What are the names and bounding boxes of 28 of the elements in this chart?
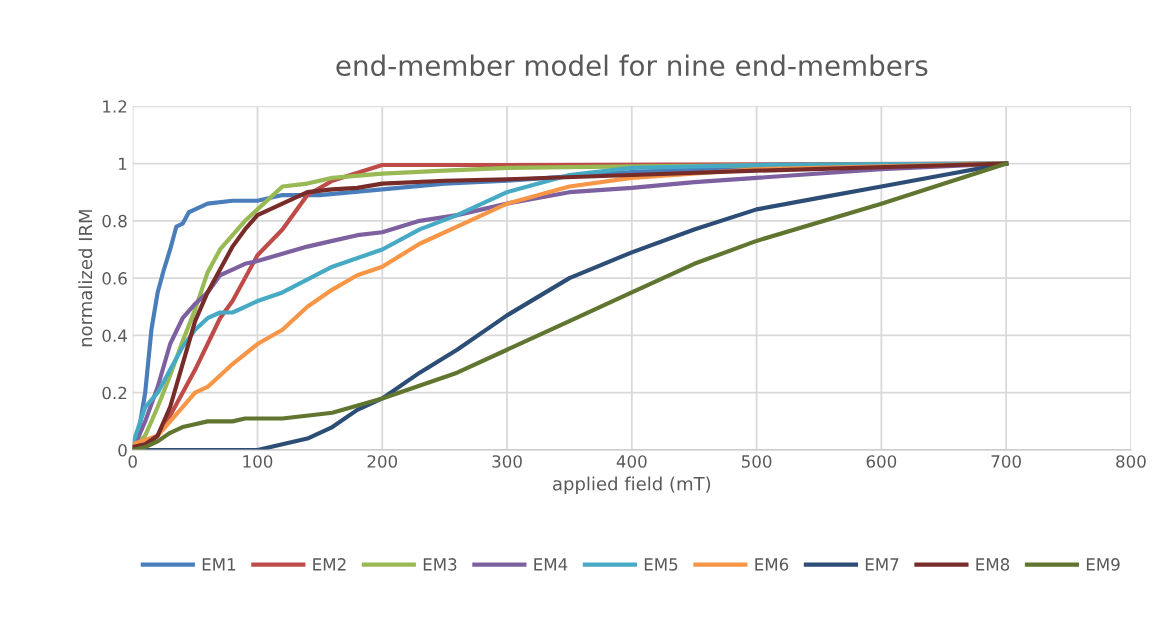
legend-label: EM2 <box>313 558 346 571</box>
y-tick-label: 0 <box>118 443 127 457</box>
legend-label: EM3 <box>423 558 457 571</box>
y-tick-label: 1 <box>119 157 127 170</box>
x-tick-label: 200 <box>367 455 398 468</box>
legend-label: EM6 <box>755 558 789 571</box>
legend-label: EM4 <box>534 558 568 571</box>
x-tick-label: 800 <box>1116 455 1146 468</box>
y-tick-label: 0.6 <box>102 272 127 285</box>
legend-label: EM7 <box>865 558 899 571</box>
legend-label: EM1 <box>202 558 236 571</box>
y-tick-label: 1.2 <box>103 100 127 113</box>
x-tick-label: 500 <box>741 455 772 468</box>
chart-title: end-member model for nine end-members <box>336 54 928 77</box>
x-tick-label: 700 <box>991 455 1021 468</box>
x-tick-label: 600 <box>866 455 897 468</box>
x-tick-label: 400 <box>616 455 647 468</box>
y-tick-label: 0.2 <box>102 386 127 400</box>
y-tick-label: 0.4 <box>102 329 127 342</box>
x-tick-label: 300 <box>492 455 522 468</box>
x-tick-label: 100 <box>243 455 273 468</box>
y-tick-label: 0.8 <box>102 214 127 228</box>
x-axis-title: applied field (mT) <box>553 476 711 495</box>
x-tick-label: 0 <box>128 455 137 468</box>
legend-label: EM5 <box>644 558 678 571</box>
legend-label: EM8 <box>976 558 1010 571</box>
legend-label: EM9 <box>1086 558 1120 571</box>
y-axis-title: normalized IRM <box>78 210 93 347</box>
